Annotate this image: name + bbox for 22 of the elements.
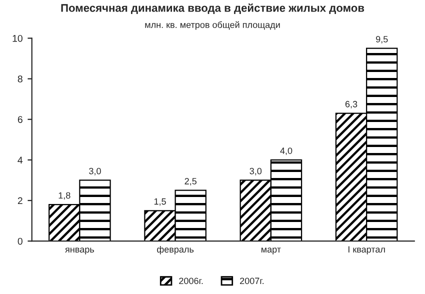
- legend-label: 2007г.: [240, 278, 264, 284]
- y-tick-label: 10: [12, 34, 22, 42]
- y-tick-label: 6: [18, 116, 22, 123]
- data-label: 3,0: [89, 168, 101, 176]
- x-tick-label: январь: [65, 248, 94, 254]
- x-tick-label: февраль: [157, 246, 194, 254]
- chart-title: Помесячная динамика ввода в действие жилых домов: [61, 3, 364, 14]
- data-label: 3,0: [250, 168, 262, 176]
- data-label: 1,5: [154, 198, 166, 206]
- data-label: 6,3: [345, 100, 358, 108]
- x-tick-label: март: [261, 248, 281, 254]
- data-label: 4,0: [280, 148, 292, 156]
- legend-label: 2006г.: [179, 278, 203, 284]
- y-tick-label: 2: [18, 197, 22, 204]
- y-tick-label: 4: [18, 156, 23, 164]
- chart-subtitle: млн. кв. метров общей площади: [145, 21, 280, 30]
- data-label: 1,8: [58, 192, 70, 200]
- x-tick-label: I квартал: [348, 246, 385, 254]
- y-tick-label: 0: [18, 238, 22, 245]
- data-label: 2,5: [184, 178, 197, 186]
- data-label: 9,5: [376, 36, 388, 44]
- y-tick-label: 8: [18, 76, 22, 82]
